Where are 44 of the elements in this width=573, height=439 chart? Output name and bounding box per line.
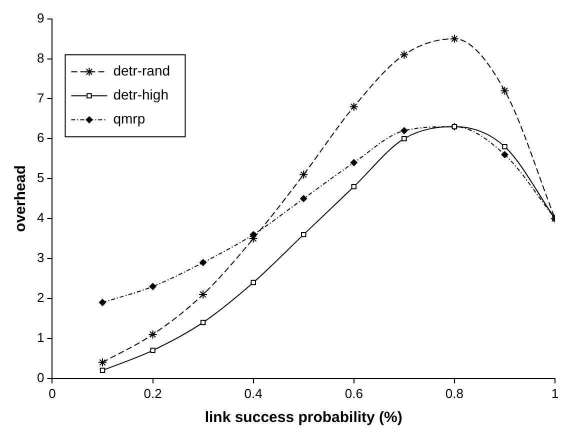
legend-label: qmrp (113, 110, 146, 127)
point (400, 127, 408, 134)
legend-label: detr-rand (113, 62, 170, 79)
point (299, 170, 308, 180)
y-axis-title: overhead (12, 165, 30, 232)
point (149, 283, 156, 290)
y-tick-label: 3 (36, 250, 44, 266)
point (98, 358, 108, 367)
x-tick-label: 0.4 (244, 386, 262, 401)
point (349, 102, 358, 112)
x-axis-title: link success probability (%) (204, 409, 402, 426)
point (200, 259, 207, 266)
y-tick-label: 7 (36, 90, 44, 106)
x-tick-label: 0.2 (144, 386, 162, 401)
y-tick-label: 0 (36, 370, 44, 385)
x-tick-label: 0 (48, 386, 56, 401)
point (351, 184, 357, 190)
x-tick-label: 0.6 (344, 386, 363, 401)
point (300, 195, 308, 202)
y-tick-label: 1 (36, 330, 44, 346)
legend-label: detr-high (113, 86, 168, 103)
point (150, 348, 156, 354)
point (99, 298, 106, 306)
point (350, 159, 358, 166)
point (250, 280, 256, 286)
x-tick-label: 1 (551, 386, 559, 401)
point (500, 86, 510, 96)
point (501, 151, 508, 158)
point (100, 368, 106, 374)
point (450, 34, 459, 44)
point (300, 232, 306, 238)
y-tick-label: 8 (36, 50, 44, 66)
point (198, 290, 208, 299)
x-tick-label: 0.8 (445, 386, 464, 401)
y-tick-label: 6 (36, 130, 44, 146)
point (400, 50, 409, 60)
y-tick-label: 5 (36, 170, 44, 186)
point (502, 144, 508, 150)
point (402, 136, 407, 142)
y-tick-label: 4 (36, 210, 44, 226)
point (200, 320, 206, 326)
y-tick-label: 2 (36, 290, 44, 306)
y-tick-label: 9 (36, 10, 44, 26)
point (148, 330, 158, 339)
